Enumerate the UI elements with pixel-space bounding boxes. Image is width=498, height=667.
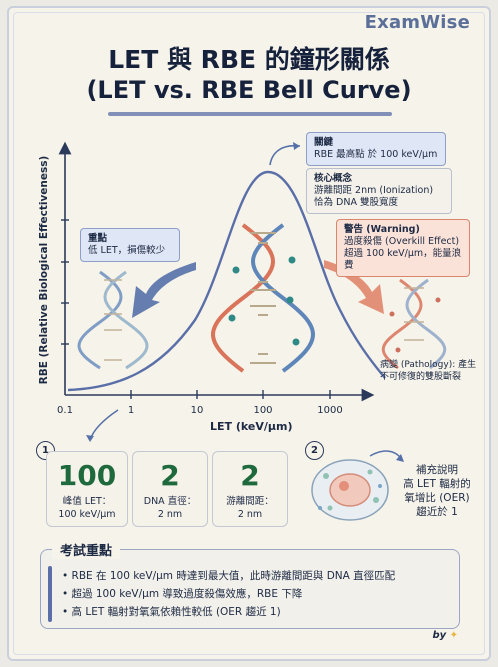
stat-label: 2 nm [237, 509, 263, 520]
x-tick-label: 0.1 [57, 405, 73, 416]
exam-points-list: RBE 在 100 keV/μm 時達到最大值，此時游離間距與 DNA 直徑匹配… [62, 567, 396, 621]
exam-point: RBE 在 100 keV/μm 時達到最大值，此時游離間距與 DNA 直徑匹配 [62, 567, 396, 585]
warning-callout-line: 超過 100 keV/μm，能量浪費 [344, 248, 462, 271]
x-tick-label: 100 [253, 405, 273, 416]
concept-callout-line: 恰為 DNA 雙股寬度 [314, 197, 398, 208]
peak-callout: 關鍵 RBE 最高點 於 100 keV/μm [306, 132, 446, 166]
concept-callout-line: 游離間距 2nm (Ionization) [314, 185, 434, 196]
page-title: LET 與 RBE 的鐘形關係 [108, 45, 390, 74]
page-subtitle: (LET vs. RBE Bell Curve) [86, 76, 412, 104]
supplement-line: 補充說明 [416, 464, 458, 476]
stats-pointer-arrow [89, 409, 119, 441]
dna-helix-center-icon [211, 223, 315, 373]
supplement-line: 高 LET 輻射的 [403, 478, 471, 490]
exam-point: 高 LET 輻射對氧氣依賴性較低 (OER 趨近 1) [62, 603, 395, 621]
focus-callout-text: 低 LET，損傷較少 [88, 245, 166, 256]
stat-label: 2 nm [157, 509, 183, 520]
warning-callout: 警告 (Warning) 過度殺傷 (Overkill Effect) 超過 1… [336, 219, 470, 277]
stat-card-ionization-spacing: 2 游離間距： 2 nm [212, 451, 288, 527]
y-axis-ticks [61, 219, 69, 345]
stat-value: 2 [240, 459, 260, 492]
exam-accent-bar [48, 566, 52, 622]
cell-icon [311, 459, 389, 521]
pathology-note: 病變 (Pathology): 產生不可修復的雙股斷裂 [380, 360, 477, 382]
left-arrow-icon [132, 262, 196, 318]
stat-label: 峰值 LET： [62, 496, 112, 507]
badge-two: 2 [305, 441, 324, 460]
stat-value: 2 [160, 459, 180, 492]
warning-callout-head: 警告 (Warning) [344, 224, 420, 235]
focus-callout-head: 重點 [88, 233, 108, 244]
x-axis-label: LET (keV/μm) [210, 420, 293, 433]
stat-label: 游離間距： [226, 496, 274, 507]
supplement-line: 氧增比 (OER) [404, 492, 470, 504]
peak-callout-head: 關鍵 [314, 137, 334, 148]
leaf-icon: ✦ [449, 630, 458, 641]
title-underline [108, 112, 392, 116]
concept-callout: 核心概念 游離間距 2nm (Ionization) 恰為 DNA 雙股寬度 [306, 168, 452, 214]
rbe-bell-curve [67, 170, 386, 392]
x-axis-ticks [130, 390, 331, 399]
stat-label: 100 keV/μm [58, 509, 116, 520]
signature: by ✦ [432, 630, 458, 641]
supplement-line: 趨近於 1 [416, 506, 458, 518]
concept-callout-head: 核心概念 [314, 173, 353, 184]
exam-points-title: 考試重點 [52, 540, 121, 559]
supplement-note: 補充說明 高 LET 輻射的 氧增比 (OER) 趨近於 1 [398, 463, 476, 519]
x-tick-label: 1 [127, 405, 135, 416]
brand-logo: ExamWise [364, 12, 470, 33]
peak-callout-text: RBE 最高點 於 100 keV/μm [314, 149, 438, 160]
stat-card-peak-let: 100 峰值 LET： 100 keV/μm [46, 451, 128, 527]
stat-card-dna-diameter: 2 DNA 直徑： 2 nm [132, 451, 208, 527]
x-tick-label: 10 [190, 405, 204, 416]
stat-value: 100 [57, 459, 117, 492]
warning-callout-line: 過度殺傷 (Overkill Effect) [344, 236, 460, 247]
focus-callout: 重點 低 LET，損傷較少 [80, 228, 180, 262]
exam-point: 超過 100 keV/μm 導致過度殺傷效應，RBE 下降 [62, 585, 395, 603]
dna-helix-left-icon [77, 270, 149, 370]
stat-label: DNA 直徑： [143, 496, 197, 507]
dna-helix-broken-icon [381, 278, 447, 370]
x-tick-label: 1000 [317, 405, 343, 416]
